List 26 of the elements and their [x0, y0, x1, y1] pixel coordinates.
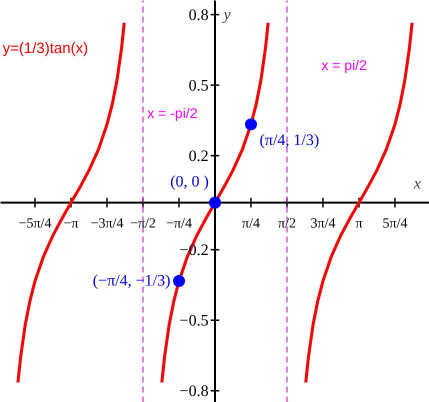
x-tick-label: −3π/4: [90, 216, 124, 232]
ref-line-label: x = -pi/2: [147, 105, 198, 122]
x-tick-label: −π/4: [166, 216, 192, 232]
x-tick-label: π/4: [242, 216, 260, 232]
point: [173, 274, 186, 287]
y-axis-title: y: [222, 6, 232, 24]
ref-line-label: x = pi/2: [321, 56, 368, 73]
annotation: (0, 0 ): [170, 174, 209, 191]
x-tick-label: −π/2: [130, 216, 156, 232]
text: y=(1/3)tan(x): [2, 40, 88, 58]
x-tick-label: −π: [64, 216, 78, 232]
annotation: (−π/4, −1/3): [92, 272, 170, 290]
y-tick-label: 0.5: [188, 78, 209, 95]
y-tick-label: 0.2: [188, 148, 209, 166]
y-tick-label: −0.5: [180, 312, 209, 330]
x-tick-label: −5π/4: [18, 216, 52, 232]
point: [209, 196, 221, 209]
point: [244, 118, 257, 130]
y-tick-label: −0.8: [180, 383, 209, 400]
annotation: (π/4, 1/3): [260, 132, 320, 149]
x-tick-label: π/2: [278, 216, 296, 232]
x-tick-label: 5π/4: [382, 216, 408, 232]
x-tick-label: π: [355, 216, 363, 232]
y-tick-label: 0.8: [188, 7, 209, 24]
x-tick-label: 3π/4: [310, 216, 336, 232]
x-axis-title: x: [412, 176, 421, 193]
